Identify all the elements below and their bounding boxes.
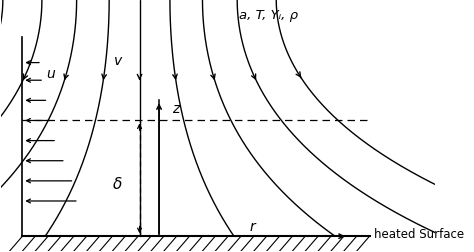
Text: u: u xyxy=(46,66,55,80)
Text: v: v xyxy=(114,54,122,68)
Text: a, T, Yᵢ, ρ: a, T, Yᵢ, ρ xyxy=(239,9,298,22)
Text: r: r xyxy=(249,219,255,233)
Text: z: z xyxy=(172,102,179,115)
Text: heated Surface: heated Surface xyxy=(374,227,464,240)
Text: δ: δ xyxy=(113,176,123,191)
